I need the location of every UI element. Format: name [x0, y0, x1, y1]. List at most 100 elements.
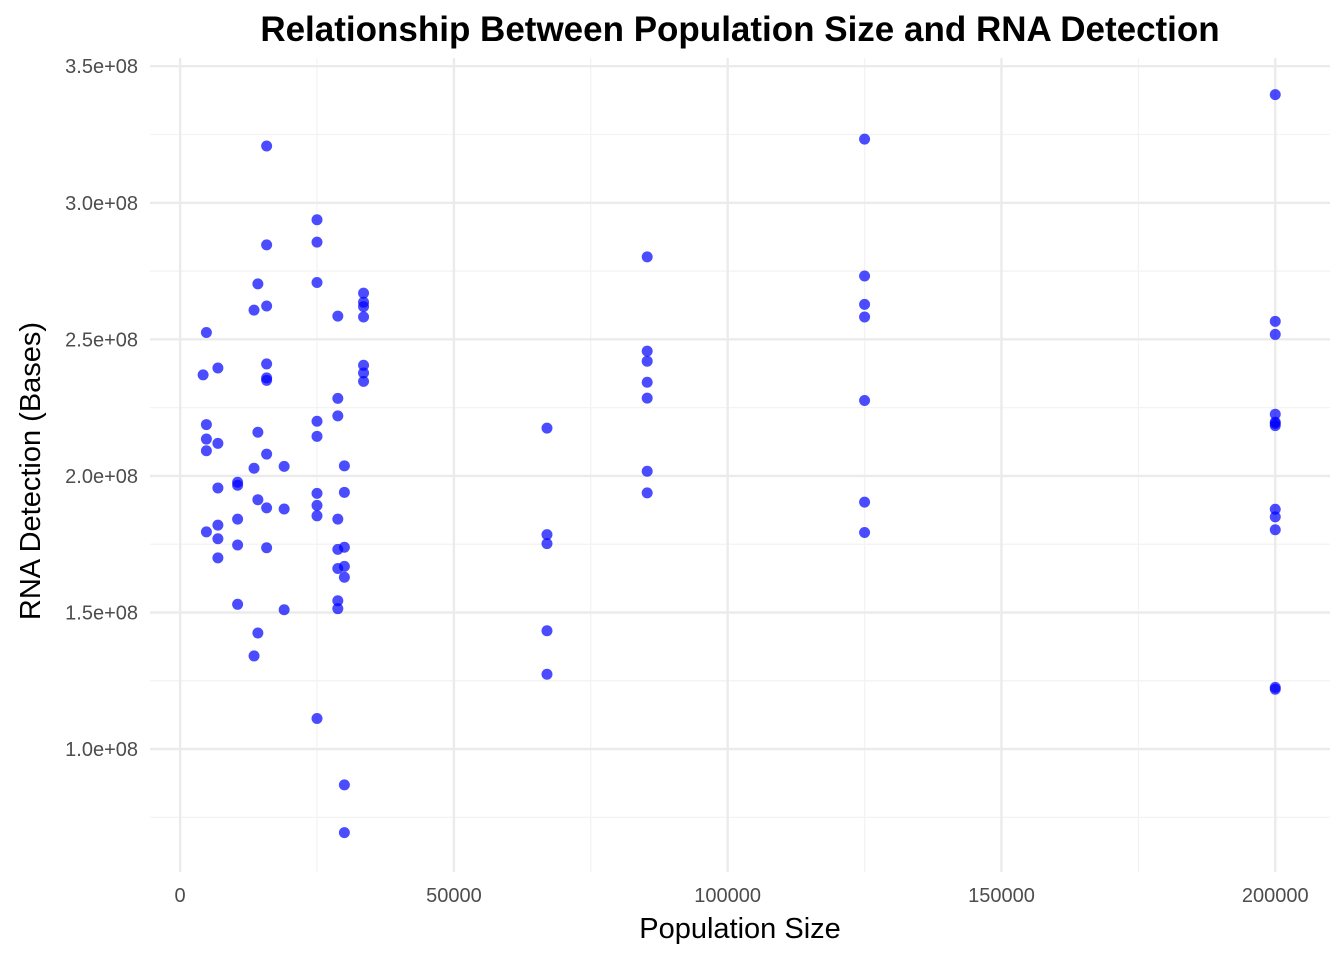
x-tick-label: 0 [175, 885, 186, 907]
data-point [541, 529, 553, 541]
x-tick-label: 150000 [968, 885, 1035, 907]
data-point [311, 712, 323, 724]
data-point [541, 625, 553, 637]
data-point [311, 214, 323, 226]
data-point [859, 311, 871, 323]
data-point [278, 460, 290, 472]
data-point [252, 627, 264, 639]
data-point [261, 239, 273, 251]
data-point [212, 519, 224, 531]
grid [150, 58, 1330, 872]
data-point [212, 482, 224, 494]
data-point [859, 133, 871, 145]
data-point [232, 539, 244, 551]
data-point [311, 499, 323, 511]
data-point [541, 422, 553, 434]
y-tick-label: 2.5e+08 [65, 329, 138, 351]
data-point [311, 487, 323, 499]
data-point [641, 355, 653, 367]
data-point [358, 287, 370, 299]
data-point [232, 479, 244, 491]
y-tick-label: 3.0e+08 [65, 193, 138, 215]
data-point [332, 310, 344, 322]
data-point [232, 598, 244, 610]
data-point [261, 358, 273, 370]
data-point [311, 510, 323, 522]
data-point [338, 460, 350, 472]
data-point [338, 779, 350, 791]
data-point [358, 367, 370, 379]
data-point [358, 359, 370, 371]
data-point [641, 376, 653, 388]
data-point [252, 494, 264, 506]
data-point [1269, 89, 1281, 101]
data-point [248, 462, 260, 474]
data-point [859, 270, 871, 282]
data-point [338, 571, 350, 583]
data-point [212, 533, 224, 545]
data-point [338, 560, 350, 572]
data-point [332, 595, 344, 607]
x-tick-label: 50000 [426, 885, 482, 907]
data-point [641, 487, 653, 499]
data-point [641, 392, 653, 404]
data-point [641, 345, 653, 357]
data-point [1269, 315, 1281, 327]
data-point [200, 445, 212, 457]
data-point [278, 503, 290, 515]
data-point [1269, 420, 1281, 432]
y-tick-label: 1.0e+08 [65, 739, 138, 761]
data-point [1269, 524, 1281, 536]
data-point [212, 437, 224, 449]
data-point [859, 298, 871, 310]
data-point [278, 604, 290, 616]
data-point [261, 140, 273, 152]
data-point [641, 465, 653, 477]
data-point [261, 300, 273, 312]
y-tick-label: 1.5e+08 [65, 603, 138, 625]
data-point [197, 369, 209, 381]
data-point [859, 395, 871, 407]
data-point [332, 513, 344, 525]
data-point [358, 301, 370, 313]
data-point [248, 304, 260, 316]
data-point [859, 526, 871, 538]
data-point [1269, 683, 1281, 695]
data-point [338, 827, 350, 839]
data-point [332, 392, 344, 404]
x-tick-label: 100000 [694, 885, 761, 907]
data-point [252, 426, 264, 438]
data-point [338, 541, 350, 553]
data-point [358, 375, 370, 387]
tick-labels: 0 50000 100000 150000 200000 1.0e+08 1.5e+08 2.… [65, 56, 1308, 907]
data-point [1269, 408, 1281, 420]
data-points [197, 89, 1281, 839]
data-point [252, 278, 264, 290]
y-tick-label: 3.5e+08 [65, 56, 138, 78]
data-point [358, 311, 370, 323]
data-point [232, 513, 244, 525]
data-point [212, 552, 224, 564]
data-point [332, 603, 344, 615]
y-tick-label: 2.0e+08 [65, 466, 138, 488]
data-point [248, 650, 260, 662]
data-point [1269, 503, 1281, 515]
data-point [541, 668, 553, 680]
data-point [311, 236, 323, 248]
data-point [212, 362, 224, 374]
data-point [311, 415, 323, 427]
data-point [641, 251, 653, 263]
data-point [1269, 511, 1281, 523]
data-point [200, 526, 212, 538]
data-point [541, 538, 553, 550]
data-point [200, 419, 212, 431]
y-axis-title: RNA Detection (Bases) [15, 322, 47, 620]
data-point [261, 374, 273, 386]
data-point [338, 486, 350, 498]
data-point [261, 448, 273, 460]
data-point [1269, 328, 1281, 340]
data-point [332, 410, 344, 422]
x-tick-label: 200000 [1242, 885, 1309, 907]
